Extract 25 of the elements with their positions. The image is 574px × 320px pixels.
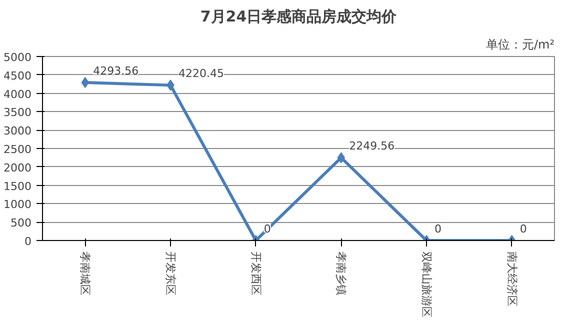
data-label: 0 bbox=[520, 222, 527, 236]
data-label: 4293.56 bbox=[93, 64, 139, 78]
chart-title: 7月24日孝感商品房成交均价 bbox=[200, 8, 398, 26]
y-tick-label: 5000 bbox=[4, 51, 32, 64]
y-tick-label: 2000 bbox=[4, 161, 32, 174]
x-tick-label: 开发东区 bbox=[164, 252, 177, 296]
text: 单位：元/m² bbox=[486, 38, 555, 52]
y-tick-label: 1000 bbox=[4, 198, 32, 212]
data-label: 4220.45 bbox=[178, 67, 224, 80]
y-tick-label: 3500 bbox=[4, 106, 32, 120]
y-tick-label: 4500 bbox=[4, 69, 32, 82]
y-tick-label: 0 bbox=[24, 235, 32, 248]
x-tick-label: 开发西区 bbox=[249, 252, 262, 296]
x-tick-label: 孝南城区 bbox=[78, 252, 92, 296]
y-tick-label: 4000 bbox=[4, 88, 32, 101]
y-tick-label: 3000 bbox=[4, 124, 32, 138]
y-tick-label: 1500 bbox=[4, 180, 32, 193]
x-tick-label: 孝南乡镇 bbox=[334, 252, 348, 296]
x-tick-label: 南大经济区 bbox=[505, 252, 518, 306]
data-label: 0 bbox=[264, 222, 271, 236]
data-label: 2249.56 bbox=[349, 140, 395, 153]
data-label: 0 bbox=[434, 222, 442, 236]
y-tick-label: 500 bbox=[10, 216, 32, 230]
y-tick-label: 2500 bbox=[4, 143, 32, 156]
x-tick-label: 双峰山旅游区 bbox=[420, 252, 433, 318]
